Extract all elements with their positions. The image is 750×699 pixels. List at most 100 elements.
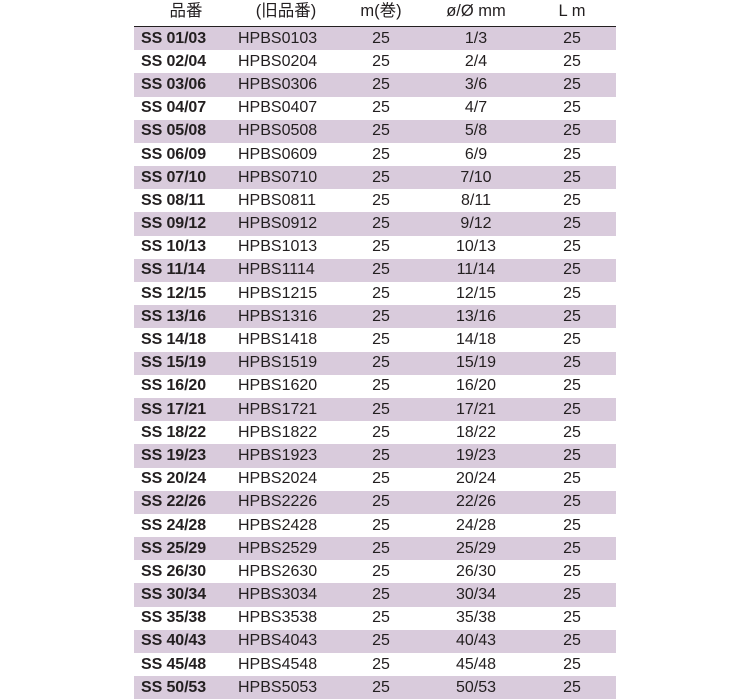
cell-code: SS 13/16	[134, 305, 234, 329]
cell-length: 25	[528, 189, 616, 213]
column-header-diameter: ø/Ø mm	[424, 0, 528, 27]
cell-meter: 25	[338, 282, 424, 306]
cell-meter: 25	[338, 351, 424, 375]
cell-length: 25	[528, 142, 616, 167]
table-row: SS 05/08 HPBS0508 25 5/8 25	[134, 119, 616, 143]
table-row: SS 20/24 HPBS2024 25 20/24 25	[134, 467, 616, 491]
cell-diameter: 12/15	[424, 282, 528, 306]
cell-code: SS 12/15	[134, 282, 234, 306]
cell-length: 25	[528, 26, 616, 51]
cell-meter: 25	[338, 73, 424, 97]
cell-old-code: HPBS4548	[234, 653, 338, 677]
cell-diameter: 11/14	[424, 258, 528, 283]
cell-code: SS 15/19	[134, 351, 234, 375]
cell-meter: 25	[338, 537, 424, 561]
cell-diameter: 25/29	[424, 537, 528, 561]
cell-diameter: 22/26	[424, 490, 528, 514]
cell-code: SS 22/26	[134, 490, 234, 514]
cell-diameter: 7/10	[424, 166, 528, 190]
column-header-code: 品番	[134, 0, 234, 27]
cell-code: SS 07/10	[134, 166, 234, 190]
table-row: SS 26/30 HPBS2630 25 26/30 25	[134, 560, 616, 584]
cell-meter: 25	[338, 653, 424, 677]
cell-diameter: 3/6	[424, 73, 528, 97]
table-row: SS 08/11 HPBS0811 25 8/11 25	[134, 189, 616, 213]
cell-old-code: HPBS1721	[234, 397, 338, 422]
cell-old-code: HPBS1316	[234, 305, 338, 329]
cell-length: 25	[528, 421, 616, 445]
cell-old-code: HPBS0204	[234, 50, 338, 74]
cell-meter: 25	[338, 374, 424, 398]
cell-old-code: HPBS2630	[234, 560, 338, 584]
product-spec-table: 品番 (旧品番) m(巻) ø/Ø mm L m SS 01/03 HPBS010…	[134, 0, 616, 699]
cell-meter: 25	[338, 606, 424, 630]
cell-code: SS 08/11	[134, 189, 234, 213]
table-row: SS 14/18 HPBS1418 25 14/18 25	[134, 328, 616, 352]
cell-meter: 25	[338, 142, 424, 167]
cell-diameter: 16/20	[424, 374, 528, 398]
cell-diameter: 20/24	[424, 467, 528, 491]
cell-length: 25	[528, 490, 616, 514]
cell-length: 25	[528, 676, 616, 699]
cell-meter: 25	[338, 676, 424, 699]
cell-code: SS 40/43	[134, 629, 234, 654]
cell-length: 25	[528, 653, 616, 677]
cell-meter: 25	[338, 328, 424, 352]
cell-old-code: HPBS0306	[234, 73, 338, 97]
cell-old-code: HPBS3034	[234, 583, 338, 607]
cell-meter: 25	[338, 444, 424, 468]
table-row: SS 24/28 HPBS2428 25 24/28 25	[134, 513, 616, 538]
cell-length: 25	[528, 583, 616, 607]
cell-old-code: HPBS1418	[234, 328, 338, 352]
cell-meter: 25	[338, 397, 424, 422]
table-row: SS 19/23 HPBS1923 25 19/23 25	[134, 444, 616, 468]
cell-old-code: HPBS1215	[234, 282, 338, 306]
cell-diameter: 13/16	[424, 305, 528, 329]
table-body: SS 01/03 HPBS0103 25 1/3 25 SS 02/04 HPBS0204 2…	[134, 26, 616, 699]
cell-length: 25	[528, 397, 616, 422]
cell-meter: 25	[338, 467, 424, 491]
table-row: SS 03/06 HPBS0306 25 3/6 25	[134, 73, 616, 97]
cell-diameter: 17/21	[424, 397, 528, 422]
cell-length: 25	[528, 560, 616, 584]
cell-old-code: HPBS1620	[234, 374, 338, 398]
table-row: SS 35/38 HPBS3538 25 35/38 25	[134, 606, 616, 630]
cell-old-code: HPBS0609	[234, 142, 338, 167]
header-row: 品番 (旧品番) m(巻) ø/Ø mm L m	[134, 0, 616, 27]
cell-meter: 25	[338, 212, 424, 236]
table-row: SS 18/22 HPBS1822 25 18/22 25	[134, 421, 616, 445]
cell-old-code: HPBS0912	[234, 212, 338, 236]
table-row: SS 07/10 HPBS0710 25 7/10 25	[134, 166, 616, 190]
cell-diameter: 24/28	[424, 513, 528, 538]
table-row: SS 22/26 HPBS2226 25 22/26 25	[134, 490, 616, 514]
table-row: SS 04/07 HPBS0407 25 4/7 25	[134, 96, 616, 120]
cell-diameter: 2/4	[424, 50, 528, 74]
cell-length: 25	[528, 513, 616, 538]
cell-meter: 25	[338, 421, 424, 445]
cell-meter: 25	[338, 258, 424, 283]
cell-length: 25	[528, 50, 616, 74]
cell-code: SS 30/34	[134, 583, 234, 607]
table-row: SS 40/43 HPBS4043 25 40/43 25	[134, 629, 616, 654]
table-row: SS 11/14 HPBS1114 25 11/14 25	[134, 258, 616, 283]
table-row: SS 02/04 HPBS0204 25 2/4 25	[134, 50, 616, 74]
cell-old-code: HPBS0103	[234, 26, 338, 51]
table-row: SS 01/03 HPBS0103 25 1/3 25	[134, 26, 616, 51]
cell-length: 25	[528, 258, 616, 283]
cell-diameter: 8/11	[424, 189, 528, 213]
column-header-old-code: (旧品番)	[234, 0, 338, 27]
cell-old-code: HPBS3538	[234, 606, 338, 630]
cell-length: 25	[528, 166, 616, 190]
cell-code: SS 20/24	[134, 467, 234, 491]
table-row: SS 10/13 HPBS1013 25 10/13 25	[134, 235, 616, 259]
table-row: SS 45/48 HPBS4548 25 45/48 25	[134, 653, 616, 677]
cell-old-code: HPBS1519	[234, 351, 338, 375]
cell-length: 25	[528, 537, 616, 561]
cell-length: 25	[528, 467, 616, 491]
cell-diameter: 18/22	[424, 421, 528, 445]
cell-old-code: HPBS2529	[234, 537, 338, 561]
cell-code: SS 14/18	[134, 328, 234, 352]
cell-meter: 25	[338, 26, 424, 51]
cell-meter: 25	[338, 629, 424, 654]
cell-length: 25	[528, 328, 616, 352]
